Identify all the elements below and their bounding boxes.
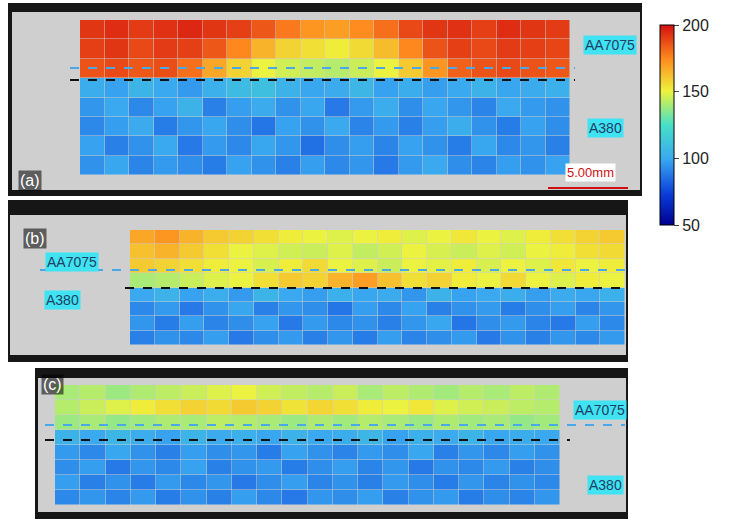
svg-text:AA7075: AA7075	[575, 402, 625, 418]
svg-text:200: 200	[682, 17, 709, 34]
svg-text:AA7075: AA7075	[585, 37, 635, 53]
svg-text:A380: A380	[589, 477, 622, 493]
svg-text:50: 50	[682, 217, 700, 234]
svg-text:(a): (a)	[20, 172, 40, 189]
svg-text:5.00mm: 5.00mm	[567, 165, 614, 180]
svg-text:(b): (b)	[25, 230, 45, 247]
svg-text:AA7075: AA7075	[47, 254, 97, 270]
svg-text:(c): (c)	[43, 376, 62, 393]
svg-text:A380: A380	[589, 120, 622, 136]
svg-text:150: 150	[682, 83, 709, 100]
svg-text:100: 100	[682, 150, 709, 167]
svg-text:A380: A380	[46, 292, 79, 308]
